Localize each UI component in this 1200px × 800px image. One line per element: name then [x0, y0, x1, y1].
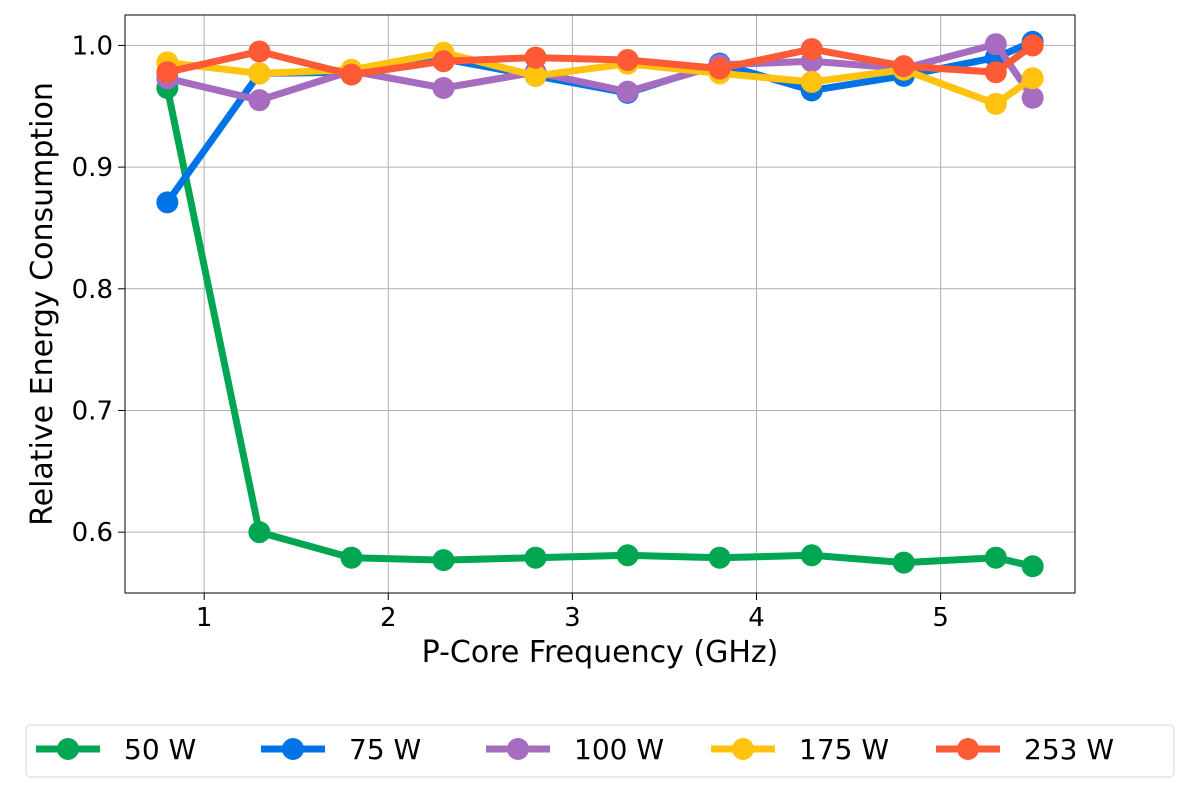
- data-point: [432, 50, 455, 73]
- data-point: [524, 546, 547, 569]
- series-50w: [156, 77, 1044, 578]
- data-point: [892, 551, 915, 574]
- data-point: [524, 64, 547, 87]
- series-175w: [156, 41, 1044, 115]
- x-tick-label: 1: [196, 603, 213, 633]
- grid: [125, 15, 1075, 593]
- data-point: [984, 33, 1007, 56]
- data-point: [1021, 555, 1044, 578]
- data-point: [892, 55, 915, 78]
- legend-item: 100 W: [486, 733, 664, 766]
- legend-label: 75 W: [349, 733, 421, 766]
- legend-marker: [732, 738, 754, 760]
- y-tick-label: 1.0: [72, 31, 113, 61]
- data-point: [984, 546, 1007, 569]
- data-point: [984, 92, 1007, 115]
- legend-marker: [57, 738, 79, 760]
- data-point: [1021, 34, 1044, 57]
- data-point: [340, 546, 363, 569]
- data-point: [984, 61, 1007, 84]
- series-253w: [156, 34, 1044, 86]
- data-point: [616, 80, 639, 103]
- series-line: [163, 84, 1037, 570]
- legend-marker: [957, 738, 979, 760]
- x-tick-label: 5: [932, 603, 949, 633]
- data-point: [248, 89, 271, 112]
- plot-frame: [124, 14, 1076, 594]
- y-tick-label: 0.9: [72, 153, 113, 183]
- data-point: [248, 521, 271, 544]
- series-layer: [156, 30, 1044, 578]
- legend-box: [25, 724, 1175, 778]
- x-tick-label: 2: [380, 603, 397, 633]
- data-point: [800, 38, 823, 61]
- y-tick-label: 0.8: [72, 275, 113, 305]
- legend-marker: [282, 738, 304, 760]
- data-point: [616, 49, 639, 72]
- legend-marker: [507, 738, 529, 760]
- data-point: [432, 77, 455, 100]
- data-point: [432, 549, 455, 572]
- y-tick-label: 0.7: [72, 396, 113, 426]
- data-point: [800, 70, 823, 93]
- y-axis: 0.6 0.7 0.8 0.9 1.0: [72, 31, 125, 548]
- x-tick-label: 3: [564, 603, 581, 633]
- y-axis-label: Relative Energy Consumption: [25, 82, 60, 526]
- data-point: [1021, 67, 1044, 90]
- legend-item: 50 W: [36, 733, 196, 766]
- x-axis: 1 2 3 4 5: [196, 593, 949, 633]
- y-tick-label: 0.6: [72, 518, 113, 548]
- data-point: [708, 57, 731, 80]
- legend-item: 175 W: [711, 733, 889, 766]
- data-point: [1021, 86, 1044, 109]
- legend: 50 W 75 W 100 W 175 W 253 W: [25, 724, 1175, 778]
- legend-label: 50 W: [124, 733, 196, 766]
- data-point: [800, 544, 823, 567]
- data-point: [248, 40, 271, 63]
- x-axis-label: P-Core Frequency (GHz): [422, 635, 779, 670]
- data-point: [156, 191, 179, 214]
- data-point: [248, 62, 271, 85]
- legend-label: 175 W: [799, 733, 889, 766]
- legend-item: 75 W: [261, 733, 421, 766]
- legend-label: 253 W: [1024, 733, 1114, 766]
- data-point: [156, 61, 179, 84]
- data-point: [708, 546, 731, 569]
- data-point: [340, 63, 363, 86]
- x-tick-label: 4: [748, 603, 765, 633]
- legend-item: 253 W: [936, 733, 1114, 766]
- data-point: [524, 46, 547, 69]
- legend-label: 100 W: [574, 733, 664, 766]
- data-point: [616, 544, 639, 567]
